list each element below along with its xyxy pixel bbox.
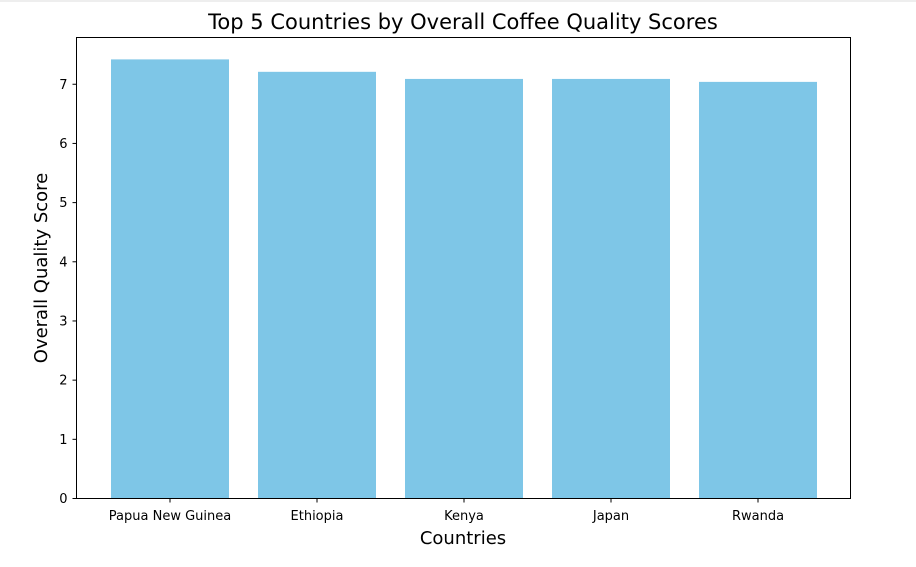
bar — [699, 81, 817, 499]
x-tick-label: Japan — [592, 509, 629, 524]
bar — [111, 59, 229, 499]
bar — [258, 71, 376, 499]
bar — [405, 78, 523, 499]
y-tick-label: 2 — [59, 374, 67, 389]
bar — [552, 78, 670, 499]
y-tick-label: 1 — [59, 433, 67, 448]
x-tick-label: Kenya — [444, 509, 484, 524]
window-top-rule — [0, 0, 916, 2]
x-axis: Papua New Guinea Ethiopia Kenya Japan Rwanda — [109, 498, 784, 524]
x-axis-label: Countries — [420, 528, 506, 549]
chart-title: Top 5 Countries by Overall Coffee Qualit… — [207, 10, 718, 34]
y-tick-label: 4 — [59, 255, 67, 270]
y-axis: 0 1 2 3 4 5 6 7 — [59, 78, 77, 507]
y-tick-label: 5 — [59, 196, 67, 211]
bars-layer — [111, 59, 817, 499]
y-tick-label: 3 — [59, 314, 67, 329]
y-tick-label: 6 — [59, 137, 67, 152]
y-tick-label: 0 — [59, 492, 67, 507]
x-tick-label: Rwanda — [732, 509, 784, 524]
y-axis-label: Overall Quality Score — [31, 173, 52, 364]
y-tick-label: 7 — [59, 78, 67, 93]
x-tick-label: Ethiopia — [291, 509, 344, 524]
x-tick-label: Papua New Guinea — [109, 509, 231, 524]
